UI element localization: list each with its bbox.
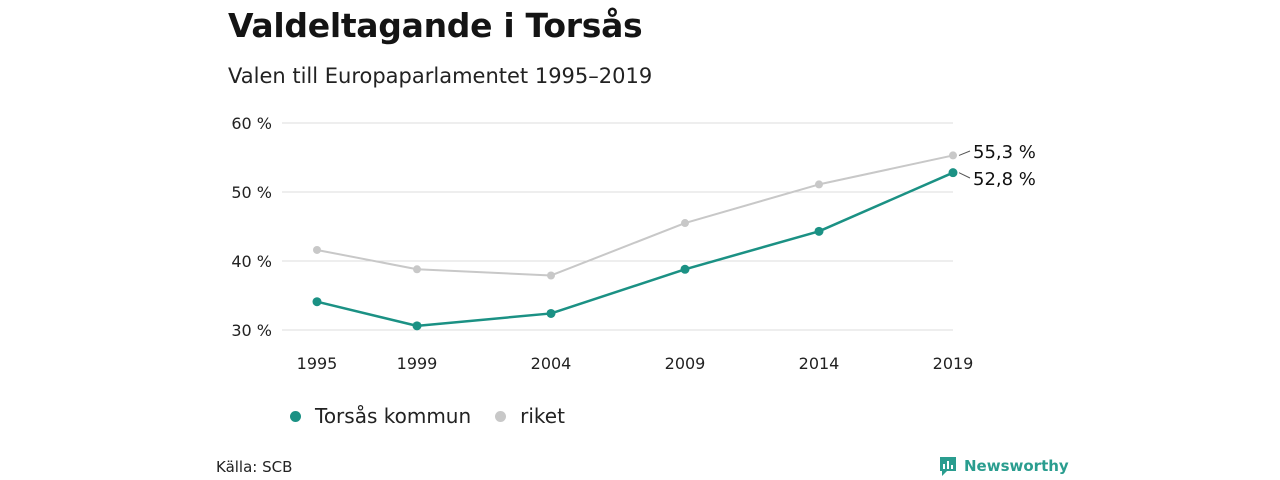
series-line-torsas <box>316 171 954 328</box>
brand-name: Newsworthy <box>964 457 1069 475</box>
y-tick-label: 50 % <box>231 183 272 202</box>
legend-dot-icon <box>495 410 507 422</box>
grid-layer <box>282 122 953 331</box>
data-point-torsas[interactable] <box>412 321 422 331</box>
y-tick-label: 40 % <box>231 252 272 271</box>
newsworthy-logo-icon <box>940 457 956 476</box>
brand-logo[interactable]: Newsworthy <box>938 455 1069 477</box>
data-point-torsas[interactable] <box>680 264 690 274</box>
end-value-label: 52,8 % <box>973 169 1036 190</box>
end-value-label: 55,3 % <box>973 142 1036 163</box>
x-tick-label: 1995 <box>297 354 338 373</box>
legend-item-torsas[interactable]: Torsås kommun <box>290 404 471 428</box>
x-tick-label: 2004 <box>531 354 572 373</box>
data-point-riket[interactable] <box>949 151 957 160</box>
legend-label: riket <box>520 404 565 428</box>
legend: Torsås kommun riket <box>290 404 589 428</box>
chart-title: Valdeltagande i Torsås <box>228 6 643 45</box>
y-tick-label: 30 % <box>231 321 272 340</box>
y-axis-ticks: 30 % 40 % 50 % 60 % <box>231 114 272 340</box>
data-point-torsas[interactable] <box>312 297 322 307</box>
series-layer <box>312 151 958 331</box>
legend-dot-icon <box>290 410 301 422</box>
data-point-riket[interactable] <box>413 265 421 274</box>
data-point-torsas[interactable] <box>948 168 958 178</box>
series-line-riket <box>316 154 954 277</box>
legend-label: Torsås kommun <box>315 404 472 428</box>
x-tick-label: 2019 <box>933 354 974 373</box>
data-point-riket[interactable] <box>547 271 555 280</box>
x-axis-ticks: 1995 1999 2004 2009 2014 2019 <box>297 354 974 373</box>
legend-item-riket[interactable]: riket <box>495 404 565 428</box>
data-point-riket[interactable] <box>681 219 689 228</box>
x-tick-label: 2009 <box>665 354 706 373</box>
data-point-torsas[interactable] <box>814 226 824 236</box>
x-tick-label: 2014 <box>799 354 840 373</box>
data-point-riket[interactable] <box>313 245 321 254</box>
end-label-connector <box>958 150 971 156</box>
x-tick-label: 1999 <box>397 354 438 373</box>
y-tick-label: 60 % <box>231 114 272 133</box>
data-point-riket[interactable] <box>815 180 823 189</box>
end-labels: 55,3 % 52,8 % <box>958 142 1036 190</box>
chart-subtitle: Valen till Europaparlamentet 1995–2019 <box>228 64 653 88</box>
end-label-connector <box>958 172 971 179</box>
source-note: Källa: SCB <box>216 458 293 476</box>
data-point-torsas[interactable] <box>546 308 556 318</box>
